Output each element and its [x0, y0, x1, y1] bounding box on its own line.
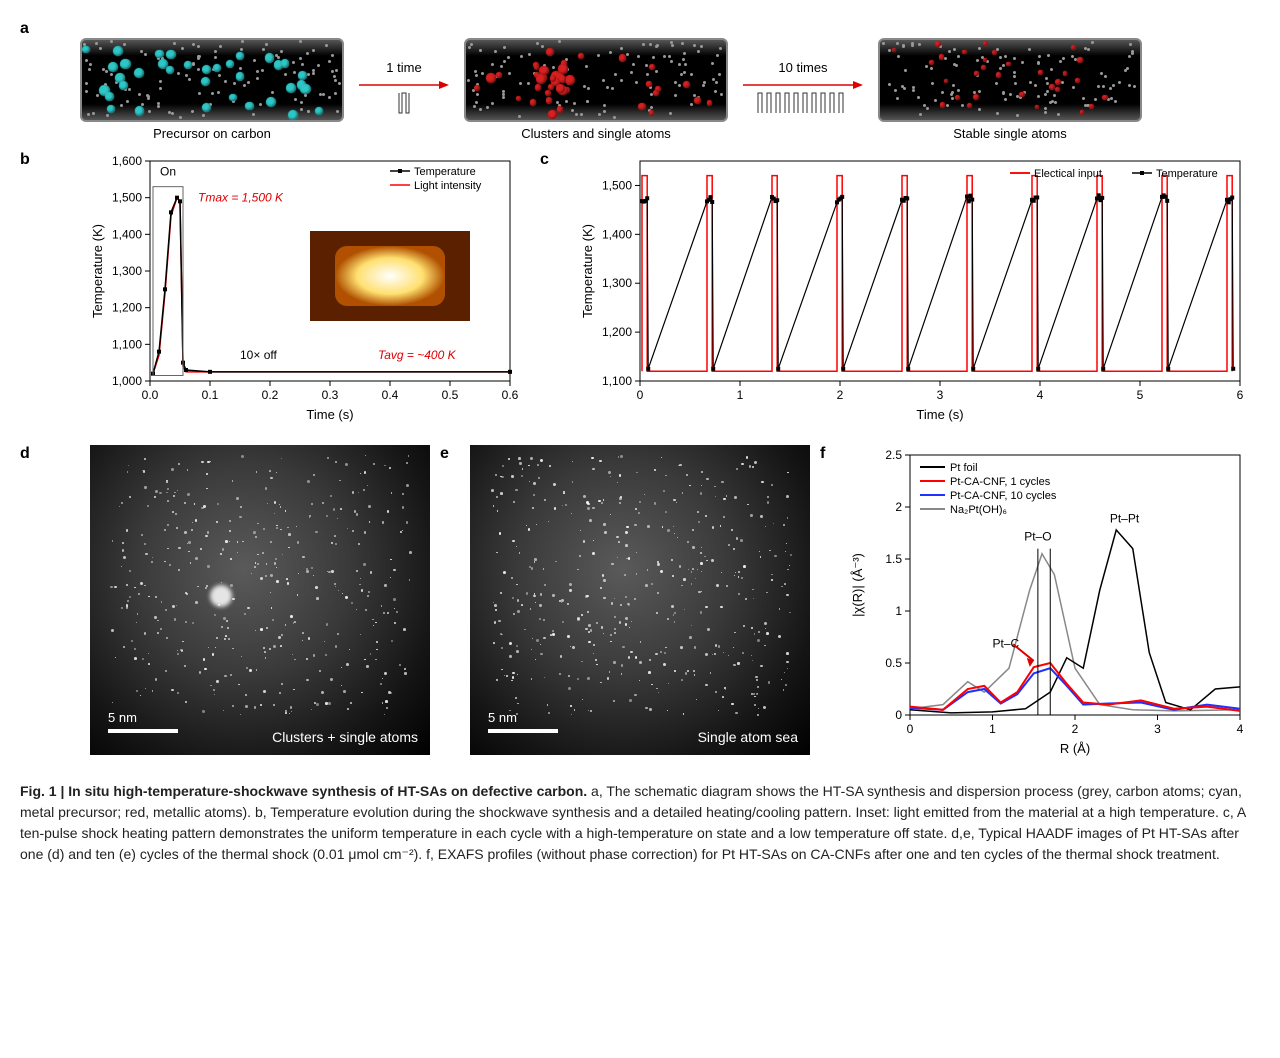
arrow-1-wrap: 1 time: [354, 60, 454, 120]
tube-clusters: [464, 38, 728, 122]
tube-singleatoms-wrap: Stable single atoms: [878, 38, 1142, 141]
svg-text:10× off: 10× off: [240, 348, 277, 362]
svg-text:0.6: 0.6: [502, 388, 519, 402]
micro-caption-d: Clusters + single atoms: [272, 729, 418, 745]
svg-text:R (Å): R (Å): [1060, 741, 1090, 756]
svg-text:Temperature (K): Temperature (K): [580, 224, 595, 318]
svg-text:1,300: 1,300: [602, 276, 632, 290]
svg-text:Pt–O: Pt–O: [1024, 529, 1051, 543]
panel-a-schematic: Precursor on carbon 1 time Clusters and …: [20, 38, 1260, 141]
scale-text-d: 5 nm: [108, 710, 137, 725]
panel-f-chart: 0 1 2 3 4 0 0.5 1 1.5 2 2.5 R (Å) |χ(R)| (Å⁻³) Pt–C Pt…: [850, 445, 1260, 765]
figure-caption: Fig. 1 | In situ high-temperature-shockw…: [20, 781, 1260, 865]
svg-text:|χ(R)| (Å⁻³): |χ(R)| (Å⁻³): [850, 553, 865, 617]
svg-text:Pt–Pt: Pt–Pt: [1110, 512, 1140, 526]
svg-text:4: 4: [1237, 722, 1244, 736]
tube-clusters-wrap: Clusters and single atoms: [464, 38, 728, 141]
svg-text:0.4: 0.4: [382, 388, 399, 402]
svg-text:1.5: 1.5: [885, 552, 902, 566]
panel-d-image: 5 nm Clusters + single atoms: [90, 445, 430, 755]
svg-text:On: On: [160, 165, 176, 179]
panel-label-d: d: [20, 445, 80, 765]
tube2-label: Clusters and single atoms: [464, 126, 728, 141]
svg-text:Temperature: Temperature: [1156, 168, 1218, 180]
tube-singleatoms: [878, 38, 1142, 122]
svg-text:0.1: 0.1: [202, 388, 219, 402]
svg-text:1,200: 1,200: [112, 301, 142, 315]
arrow-2-icon: [738, 75, 868, 115]
arrow1-label: 1 time: [354, 60, 454, 75]
panel-label-f: f: [820, 445, 840, 765]
svg-text:6: 6: [1237, 388, 1244, 402]
svg-text:4: 4: [1037, 388, 1044, 402]
tube1-label: Precursor on carbon: [80, 126, 344, 141]
svg-text:1,400: 1,400: [602, 227, 632, 241]
svg-text:1: 1: [895, 604, 902, 618]
svg-text:Electical input: Electical input: [1034, 168, 1102, 180]
svg-text:Pt foil: Pt foil: [950, 462, 978, 474]
arrow-2-wrap: 10 times: [738, 60, 868, 120]
svg-text:Pt-CA-CNF, 10 cycles: Pt-CA-CNF, 10 cycles: [950, 490, 1057, 502]
panel-label-b: b: [20, 151, 80, 431]
svg-text:1,200: 1,200: [602, 325, 632, 339]
svg-text:3: 3: [937, 388, 944, 402]
svg-text:Tmax = 1,500 K: Tmax = 1,500 K: [198, 190, 284, 204]
panel-label-a: a: [20, 20, 80, 38]
figure-1: a Precursor on carbon 1 time Clusters an…: [20, 20, 1260, 865]
caption-b: b, Temperature evolution during the shoc…: [255, 804, 1219, 820]
svg-text:1,300: 1,300: [112, 264, 142, 278]
svg-text:0.3: 0.3: [322, 388, 339, 402]
panel-b-chart: 0.0 0.1 0.2 0.3 0.4 0.5 0.6 1,000 1,100 1,200 1,30…: [90, 151, 530, 431]
tube-precursor-wrap: Precursor on carbon: [80, 38, 344, 141]
svg-text:2: 2: [895, 500, 902, 514]
scale-text-e: 5 nm: [488, 710, 517, 725]
svg-text:3: 3: [1154, 722, 1161, 736]
micro-caption-e: Single atom sea: [698, 729, 798, 745]
svg-text:5: 5: [1137, 388, 1144, 402]
svg-text:Time (s): Time (s): [916, 407, 963, 422]
tube-precursor: [80, 38, 344, 122]
scale-bar-e: [488, 729, 558, 733]
svg-text:0.2: 0.2: [262, 388, 279, 402]
svg-text:Pt–C: Pt–C: [993, 636, 1020, 650]
tube3-label: Stable single atoms: [878, 126, 1142, 141]
svg-text:Temperature: Temperature: [414, 166, 476, 178]
arrow2-label: 10 times: [738, 60, 868, 75]
svg-text:2: 2: [837, 388, 844, 402]
svg-text:1,500: 1,500: [602, 178, 632, 192]
svg-text:Na₂Pt(OH)₆: Na₂Pt(OH)₆: [950, 504, 1007, 516]
svg-text:1,100: 1,100: [112, 337, 142, 351]
scale-bar-d: [108, 729, 178, 733]
svg-text:0.0: 0.0: [142, 388, 159, 402]
caption-title: Fig. 1 | In situ high-temperature-shockw…: [20, 783, 587, 799]
svg-text:1: 1: [989, 722, 996, 736]
svg-text:0.5: 0.5: [885, 656, 902, 670]
arrow-1-icon: [354, 75, 454, 115]
svg-text:2.5: 2.5: [885, 448, 902, 462]
svg-text:1,100: 1,100: [602, 374, 632, 388]
panel-c-chart: 0 1 2 3 4 5 6 1,100 1,200 1,300 1,400 1,500 Time (s)…: [580, 151, 1260, 431]
svg-text:0: 0: [907, 722, 914, 736]
panel-e-image: 5 nm Single atom sea: [470, 445, 810, 755]
svg-text:Pt-CA-CNF, 1 cycles: Pt-CA-CNF, 1 cycles: [950, 476, 1051, 488]
svg-text:1,400: 1,400: [112, 227, 142, 241]
svg-text:1,600: 1,600: [112, 154, 142, 168]
svg-text:1: 1: [737, 388, 744, 402]
svg-text:2: 2: [1072, 722, 1079, 736]
svg-text:0.5: 0.5: [442, 388, 459, 402]
svg-text:0: 0: [895, 708, 902, 722]
svg-text:Time (s): Time (s): [306, 407, 353, 422]
svg-text:Light intensity: Light intensity: [414, 180, 482, 192]
caption-f: f, EXAFS profiles (without phase correct…: [426, 846, 1220, 862]
svg-text:1,000: 1,000: [112, 374, 142, 388]
svg-text:Tavg = ~400 K: Tavg = ~400 K: [378, 348, 457, 362]
panel-label-c: c: [540, 151, 570, 431]
svg-text:0: 0: [637, 388, 644, 402]
panel-label-e: e: [440, 445, 460, 765]
svg-text:1,500: 1,500: [112, 191, 142, 205]
svg-text:Temperature (K): Temperature (K): [90, 224, 105, 318]
